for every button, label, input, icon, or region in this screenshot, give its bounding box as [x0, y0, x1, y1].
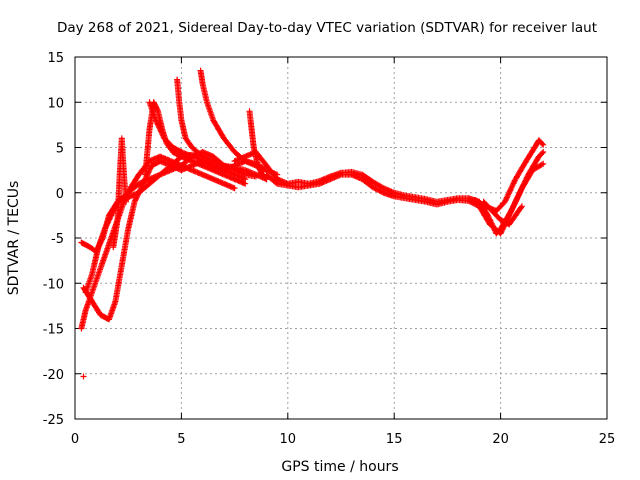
point-markers [197, 67, 281, 178]
plot-frame [74, 56, 608, 420]
y-axis: 15 10 5 0 -5 -10 -15 -20 -25 [43, 51, 607, 428]
y-tick-label: -15 [43, 323, 64, 338]
y-tick-label: -20 [43, 368, 64, 383]
point-markers [80, 373, 87, 380]
x-tick-label: 15 [386, 432, 403, 447]
x-tick-label: 0 [71, 432, 79, 447]
y-axis-title: SDTVAR / TECUs [6, 181, 22, 296]
point-markers [472, 137, 547, 214]
data-points [78, 67, 547, 380]
x-axis-title: GPS time / hours [281, 459, 398, 475]
series-track-5 [110, 135, 130, 251]
y-tick-label: 0 [56, 187, 64, 202]
series-track-14 [472, 137, 547, 214]
y-tick-label: -10 [43, 277, 64, 292]
chart-title: Day 268 of 2021, Sidereal Day-to-day VTE… [57, 20, 597, 36]
series-outlier [80, 373, 87, 380]
x-tick-label: 10 [280, 432, 297, 447]
series-track-9 [146, 99, 195, 160]
x-tick-label: 20 [492, 432, 509, 447]
series-track-8 [197, 67, 281, 178]
series-track-7 [174, 76, 270, 183]
y-tick-label: 5 [56, 142, 64, 157]
y-tick-label: -25 [43, 413, 64, 428]
point-markers [146, 99, 195, 160]
y-tick-label: 15 [47, 51, 64, 66]
grid [75, 57, 607, 419]
x-tick-label: 25 [599, 432, 616, 447]
point-markers [174, 76, 270, 183]
point-markers [110, 135, 130, 251]
y-tick-label: 10 [47, 96, 64, 111]
x-tick-label: 5 [177, 432, 185, 447]
y-tick-label: -5 [51, 232, 64, 247]
